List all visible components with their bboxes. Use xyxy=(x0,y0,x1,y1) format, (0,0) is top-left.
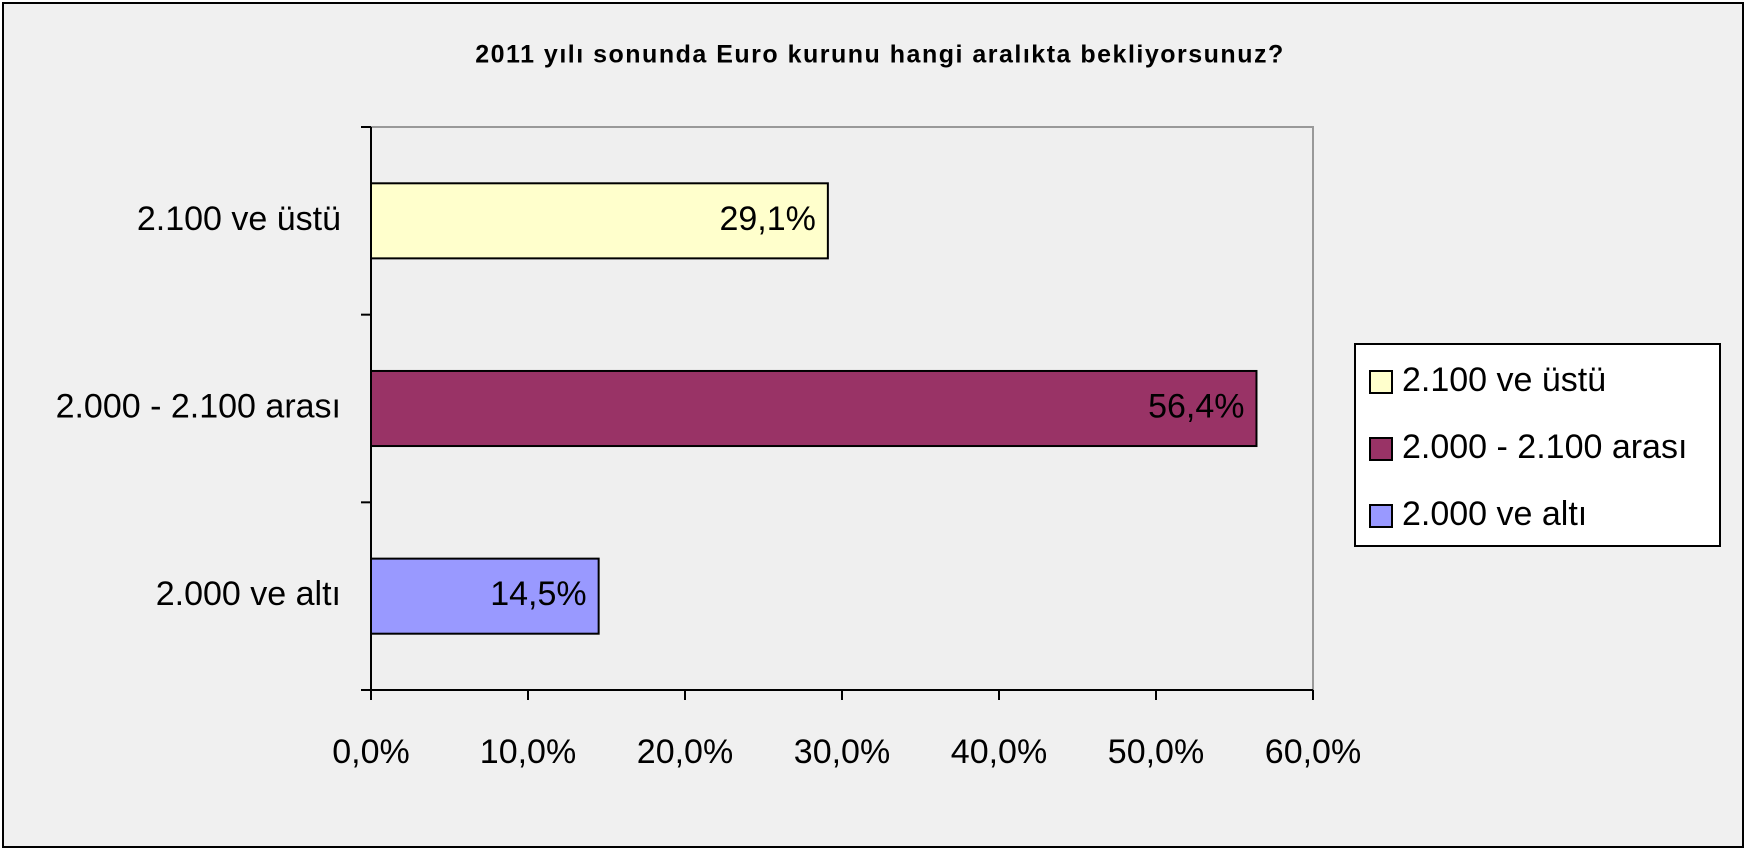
legend-swatch xyxy=(1369,437,1393,461)
x-tick-label: 50,0% xyxy=(1108,733,1204,771)
x-tick-label: 10,0% xyxy=(480,733,576,771)
legend-swatch xyxy=(1369,504,1393,528)
legend-label: 2.000 ve altı xyxy=(1402,495,1587,533)
x-tick-label: 30,0% xyxy=(794,733,890,771)
y-tick-label: 2.000 - 2.100 arası xyxy=(56,387,341,425)
data-label: 29,1% xyxy=(719,200,815,238)
legend-label: 2.000 - 2.100 arası xyxy=(1402,428,1687,466)
bar xyxy=(370,557,600,635)
y-tick-label: 2.000 ve altı xyxy=(156,575,341,613)
x-tick-label: 40,0% xyxy=(951,733,1047,771)
chart-title: 2011 yılı sonunda Euro kurunu hangi aral… xyxy=(475,41,1285,69)
legend xyxy=(1354,343,1721,547)
data-label: 56,4% xyxy=(1148,387,1244,425)
x-tick-label: 20,0% xyxy=(637,733,733,771)
bar xyxy=(370,182,829,260)
legend-label: 2.100 ve üstü xyxy=(1402,361,1606,399)
bar xyxy=(370,369,1258,448)
x-tick-label: 0,0% xyxy=(332,733,410,771)
y-tick-label: 2.100 ve üstü xyxy=(137,200,341,238)
legend-swatch xyxy=(1369,370,1393,394)
data-label: 14,5% xyxy=(490,575,586,613)
x-tick-label: 60,0% xyxy=(1265,733,1361,771)
